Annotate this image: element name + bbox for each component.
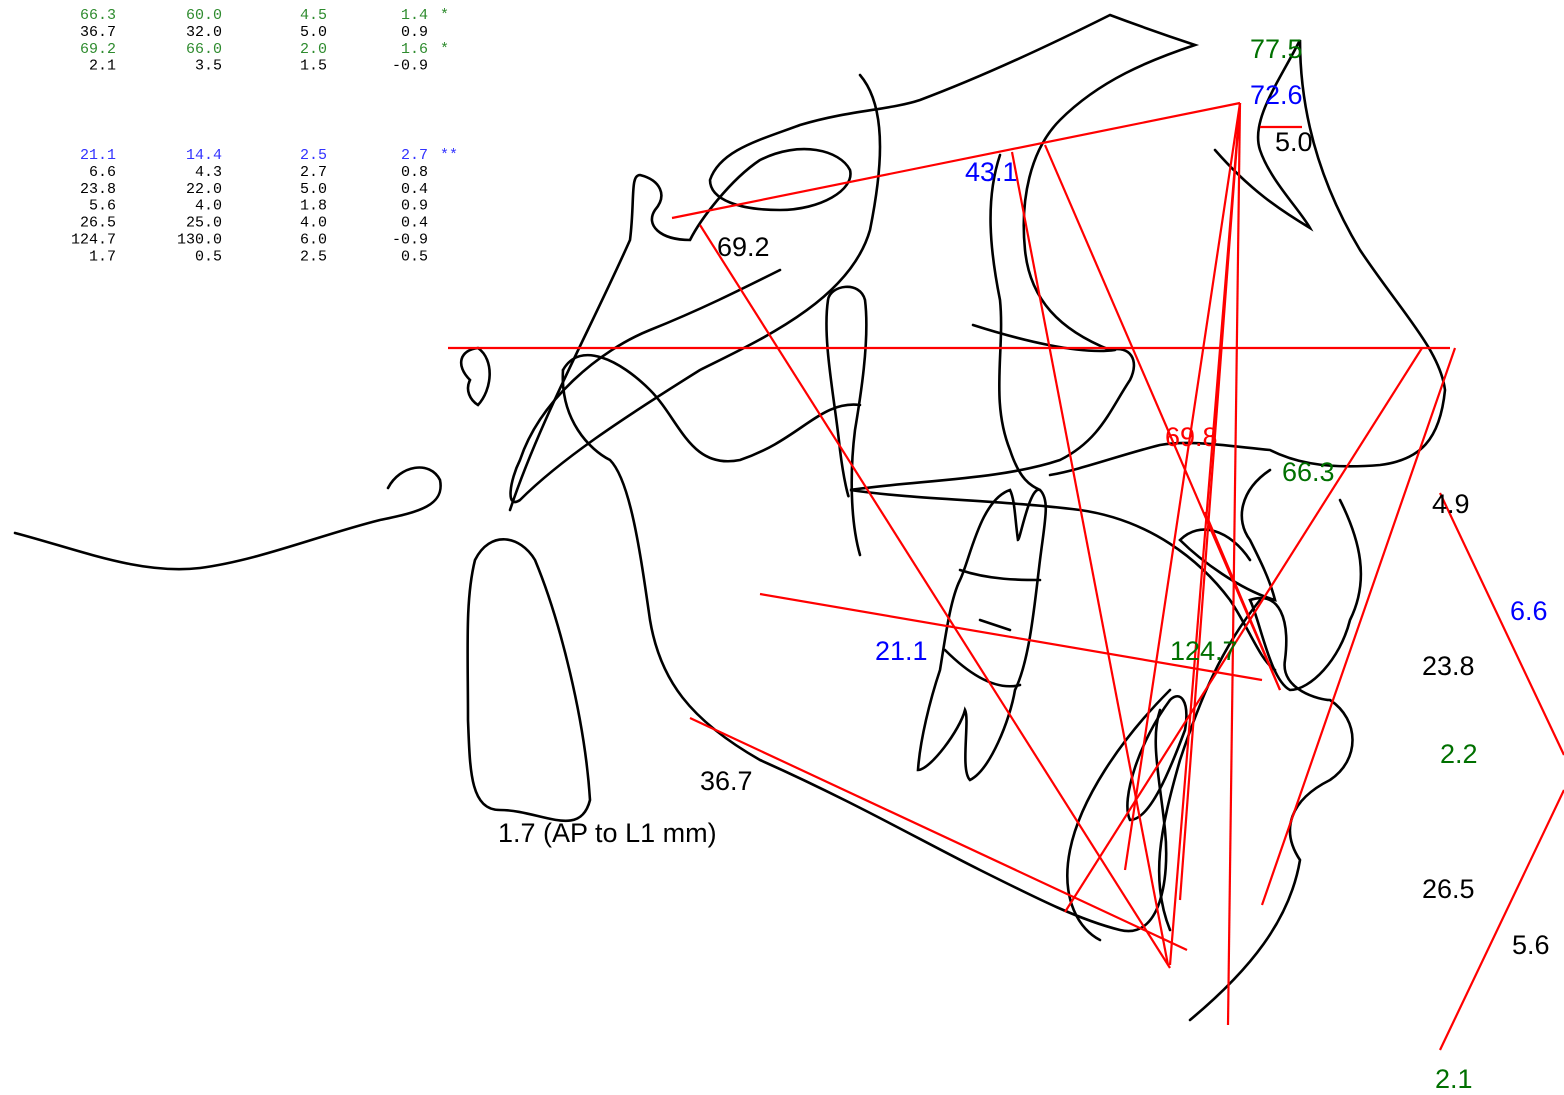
measurement-label: 2.2 [1440, 739, 1478, 769]
measurement-label: 21.1 [875, 636, 928, 666]
measurement-label: 43.1 [965, 157, 1018, 187]
table-cell: 6.6 [89, 164, 116, 181]
table-cell: 0.9 [401, 198, 428, 215]
table-cell: 0.4 [401, 215, 428, 232]
measurement-label: 23.8 [1422, 651, 1475, 681]
table-cell: 1.6 [401, 41, 428, 58]
table-cell: 1.7 [89, 248, 116, 265]
measurement-label: 69.2 [717, 232, 770, 262]
table-cell: 22.0 [186, 181, 222, 198]
table-cell: 26.5 [80, 215, 116, 232]
significance-flag: * [440, 41, 449, 58]
measurement-label: 1.7 (AP to L1 mm) [498, 818, 717, 848]
table-cell: 2.1 [89, 58, 116, 75]
table-cell: 14.4 [186, 147, 222, 164]
table-cell: 2.7 [401, 147, 428, 164]
significance-flag: ** [440, 147, 458, 164]
table-cell: 2.0 [300, 41, 327, 58]
measurement-label: 72.6 [1250, 80, 1303, 110]
table-cell: 25.0 [186, 215, 222, 232]
table-cell: 4.0 [300, 215, 327, 232]
table-cell: 36.7 [80, 24, 116, 41]
table-cell: 6.0 [300, 232, 327, 249]
table-cell: 3.5 [195, 58, 222, 75]
measurement-label: 5.6 [1512, 930, 1550, 960]
table-cell: 66.0 [186, 41, 222, 58]
table-cell: 60.0 [186, 7, 222, 24]
page: 66.3 60.0 4.5 1.4 * 36.7 32.0 5.0 0.9 69.2 66.0 2.0… [0, 0, 1564, 1095]
table-cell: 66.3 [80, 7, 116, 24]
table-cell: 0.8 [401, 164, 428, 181]
table-cell: 69.2 [80, 41, 116, 58]
table-cell: 0.9 [401, 24, 428, 41]
table-cell: 32.0 [186, 24, 222, 41]
reference-lines [448, 103, 1564, 1050]
table-cell: 4.5 [300, 7, 327, 24]
table-cell: 2.7 [300, 164, 327, 181]
table-cell: 5.0 [300, 181, 327, 198]
measurement-label: 124.7 [1170, 636, 1238, 666]
measurement-label: 4.9 [1432, 489, 1470, 519]
tracing: 66.3 60.0 4.5 1.4 * 36.7 32.0 5.0 0.9 69.2 66.0 2.0… [0, 0, 1564, 1095]
table-cell: 2.5 [300, 147, 327, 164]
table-cell: 1.4 [401, 7, 428, 24]
measurement-label: 66.3 [1282, 457, 1335, 487]
table-cell: 21.1 [80, 147, 116, 164]
table-cell: 1.8 [300, 198, 327, 215]
measurement-label: 2.1 [1435, 1064, 1473, 1094]
table-cell: 0.4 [401, 181, 428, 198]
table-cell: 5.6 [89, 198, 116, 215]
measurement-label: 77.5 [1250, 34, 1303, 64]
table-cell: 5.0 [300, 24, 327, 41]
measurement-label: 69.8 [1165, 422, 1218, 452]
table-cell: 4.0 [195, 198, 222, 215]
measurement-label: 6.6 [1510, 596, 1548, 626]
table-cell: 124.7 [71, 232, 116, 249]
table-cell: 4.3 [195, 164, 222, 181]
measurement-label: 26.5 [1422, 874, 1475, 904]
table-cell: 0.5 [195, 248, 222, 265]
table-cell: 23.8 [80, 181, 116, 198]
table-cell: 2.5 [300, 248, 327, 265]
table-cell: 130.0 [177, 232, 222, 249]
table-cell: -0.9 [392, 58, 428, 75]
table-cell: 1.5 [300, 58, 327, 75]
table-cell: -0.9 [392, 232, 428, 249]
table-cell: 0.5 [401, 248, 428, 265]
measurement-label: 5.0 [1275, 127, 1313, 157]
measurement-label: 36.7 [700, 766, 753, 796]
significance-flag: * [440, 7, 449, 24]
